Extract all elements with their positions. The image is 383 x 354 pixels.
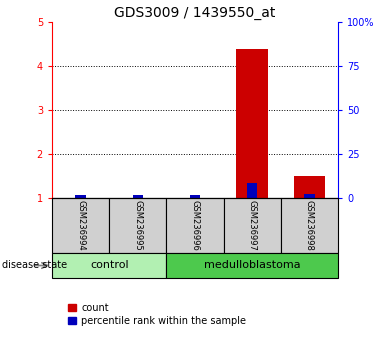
- Bar: [52, 253, 166, 278]
- Bar: [247, 183, 257, 198]
- Bar: [224, 198, 281, 253]
- Bar: [166, 253, 338, 278]
- Text: GSM236994: GSM236994: [76, 200, 85, 251]
- Bar: [75, 195, 86, 198]
- Bar: [109, 198, 166, 253]
- Bar: [190, 195, 200, 198]
- Legend: count, percentile rank within the sample: count, percentile rank within the sample: [64, 299, 250, 330]
- Bar: [281, 198, 338, 253]
- Bar: [236, 49, 268, 198]
- Text: GSM236995: GSM236995: [133, 200, 142, 251]
- Text: GSM236998: GSM236998: [305, 200, 314, 251]
- Text: disease state: disease state: [2, 261, 67, 270]
- Bar: [52, 198, 109, 253]
- Bar: [133, 195, 143, 198]
- Text: GSM236997: GSM236997: [248, 200, 257, 251]
- Bar: [294, 176, 325, 198]
- Bar: [166, 198, 224, 253]
- Title: GDS3009 / 1439550_at: GDS3009 / 1439550_at: [114, 6, 276, 19]
- Bar: [304, 194, 314, 198]
- Text: GSM236996: GSM236996: [190, 200, 200, 251]
- Text: medulloblastoma: medulloblastoma: [204, 261, 301, 270]
- Text: control: control: [90, 261, 129, 270]
